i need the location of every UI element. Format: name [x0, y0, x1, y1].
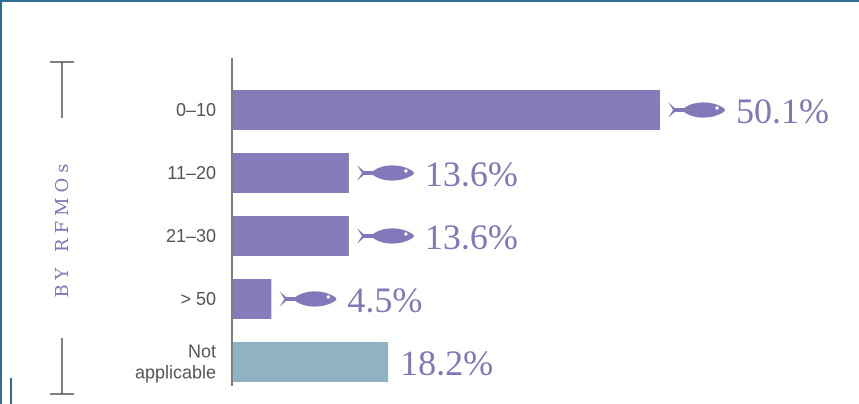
bars-layer: 0–10 50.1% 11–20 13.6% 21–30 13.6% > 50 4.5% Not… [135, 90, 829, 383]
fish-icon [279, 291, 337, 307]
category-label: Not applicable [135, 342, 216, 383]
category-label: 0–10 [176, 100, 216, 120]
fish-icon [668, 102, 725, 118]
value-label: 13.6% [425, 217, 518, 257]
value-label: 13.6% [425, 154, 518, 194]
group-label: BY RFMOs [52, 159, 73, 298]
category-label: 11–20 [167, 163, 216, 183]
value-label: 4.5% [347, 280, 422, 320]
group-bracket [50, 61, 74, 395]
bar [233, 90, 660, 130]
value-label: 18.2% [400, 343, 493, 383]
value-label: 50.1% [736, 91, 829, 131]
fish-icon [356, 165, 414, 181]
bar [233, 153, 349, 193]
category-label: 21–30 [166, 226, 216, 246]
bar [233, 216, 349, 256]
fish-icon [356, 228, 414, 244]
category-label: > 50 [180, 289, 216, 309]
bar [233, 279, 272, 319]
bar [233, 342, 389, 382]
